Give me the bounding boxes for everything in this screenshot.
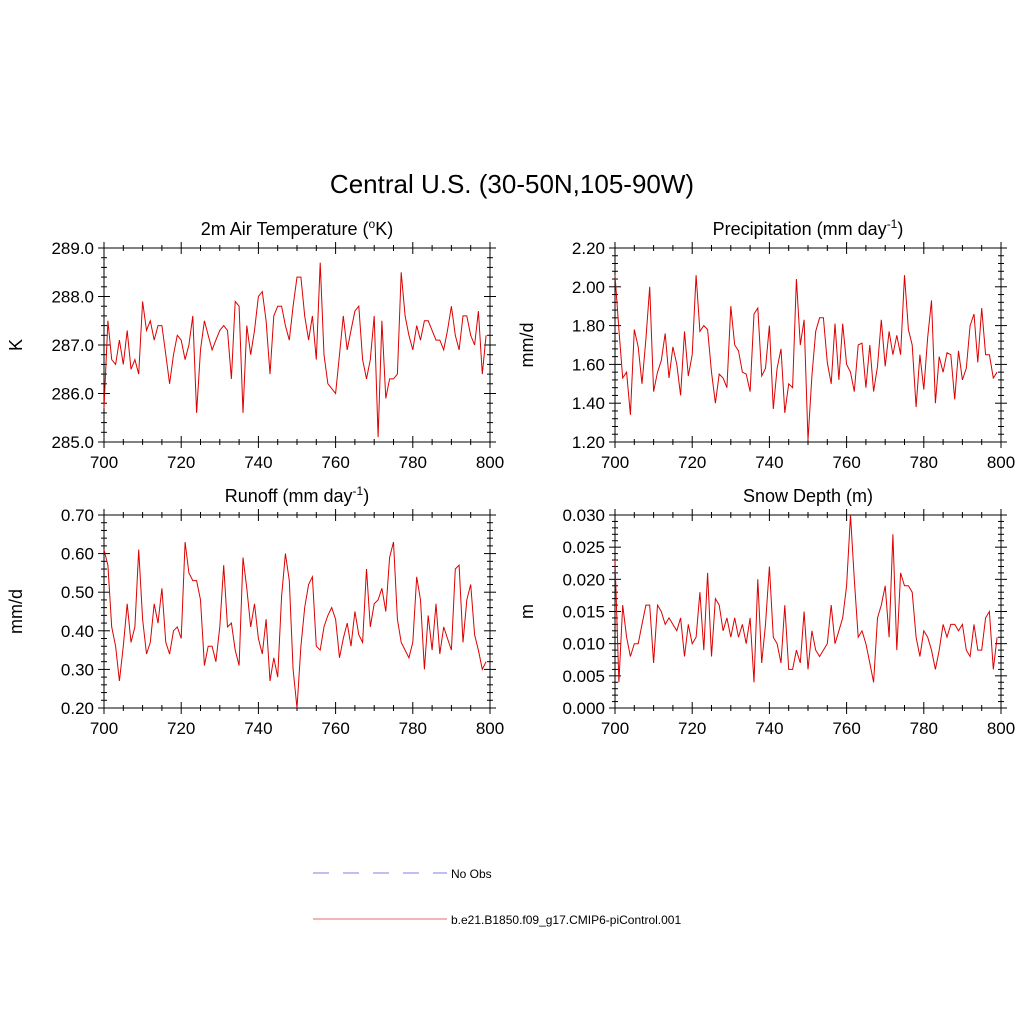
x-tick-label: 800 xyxy=(476,719,504,738)
x-tick-label: 740 xyxy=(755,453,783,472)
panel-title: Runoff (mm day-1) xyxy=(225,484,369,506)
y-tick-label: 285.0 xyxy=(51,433,94,452)
x-tick-label: 780 xyxy=(910,719,938,738)
panel-title-tail: K) xyxy=(375,219,393,239)
x-tick-label: 800 xyxy=(987,719,1015,738)
x-tick-label: 720 xyxy=(678,719,706,738)
panel-title-tail: ) xyxy=(897,219,903,239)
panel-4: Snow Depth (m) 0.000 0.005 0.010 0.015 0.020 0… xyxy=(517,486,1015,738)
y-tick-label: 0.010 xyxy=(562,635,605,654)
panel-title-superscript: o xyxy=(369,217,376,231)
y-tick-label: 0.015 xyxy=(562,603,605,622)
y-tick-label: 0.20 xyxy=(61,699,94,718)
y-tick-label: 288.0 xyxy=(51,288,94,307)
x-tick-label: 780 xyxy=(399,453,427,472)
y-axis-label: mm/d xyxy=(6,589,26,634)
y-axis-label: K xyxy=(6,339,26,351)
x-tick-label: 740 xyxy=(244,719,272,738)
panel-title-main: Snow Depth (m) xyxy=(743,486,873,506)
y-tick-label: 0.70 xyxy=(61,506,94,525)
plot-frame xyxy=(614,514,1002,709)
y-axis-label: mm/d xyxy=(517,323,537,368)
legend-label-2: b.e21.B1850.f09_g17.CMIP6-piControl.001 xyxy=(451,913,681,927)
panel-1: 2m Air Temperature (oK) 285.0 286.0 287.0 28… xyxy=(6,217,504,472)
y-tick-label: 289.0 xyxy=(51,239,94,258)
x-tick-label: 760 xyxy=(321,719,349,738)
panel-title-main: Runoff (mm day xyxy=(225,486,353,506)
series-line xyxy=(103,541,487,709)
x-tick-label: 800 xyxy=(987,453,1015,472)
series-line xyxy=(614,275,998,441)
figure-title: Central U.S. (30-50N,105-90W) xyxy=(330,169,694,199)
y-tick-label: 0.000 xyxy=(562,699,605,718)
y-tick-label: 1.60 xyxy=(572,355,605,374)
x-tick-label: 740 xyxy=(244,453,272,472)
panel-2: Precipitation (mm day-1) 1.20 1.40 1.60 1.80… xyxy=(517,217,1015,472)
legend-label-1: No Obs xyxy=(451,867,492,881)
x-tick-label: 760 xyxy=(832,719,860,738)
y-tick-label: 286.0 xyxy=(51,385,94,404)
panel-title-main: 2m Air Temperature ( xyxy=(201,219,369,239)
panel-title-tail: ) xyxy=(363,486,369,506)
panels: 2m Air Temperature (oK)285.0286.0287.028… xyxy=(6,217,1015,738)
y-tick-label: 1.80 xyxy=(572,317,605,336)
y-tick-label: 0.30 xyxy=(61,660,94,679)
y-tick-label: 0.50 xyxy=(61,583,94,602)
y-tick-label: 0.025 xyxy=(562,538,605,557)
y-tick-label: 0.005 xyxy=(562,667,605,686)
panel-title-superscript: -1 xyxy=(887,217,898,231)
series-line xyxy=(103,262,487,438)
x-tick-label: 760 xyxy=(321,453,349,472)
y-tick-label: 0.40 xyxy=(61,622,94,641)
plot-frame xyxy=(103,514,491,709)
panel-title: Snow Depth (m) xyxy=(743,486,873,506)
y-axis-label: m xyxy=(517,604,537,619)
x-tick-label: 800 xyxy=(476,453,504,472)
x-tick-label: 720 xyxy=(167,453,195,472)
x-tick-label: 780 xyxy=(910,453,938,472)
series-line xyxy=(614,514,998,683)
x-tick-label: 720 xyxy=(167,719,195,738)
y-tick-label: 0.60 xyxy=(61,545,94,564)
y-tick-label: 1.20 xyxy=(572,433,605,452)
panel-title: Precipitation (mm day-1) xyxy=(713,217,904,239)
x-tick-label: 700 xyxy=(90,453,118,472)
y-tick-label: 2.00 xyxy=(572,278,605,297)
plot-frame xyxy=(614,247,1002,443)
y-tick-label: 1.40 xyxy=(572,394,605,413)
panel-title: 2m Air Temperature (oK) xyxy=(201,217,393,239)
x-tick-label: 740 xyxy=(755,719,783,738)
y-tick-label: 0.030 xyxy=(562,506,605,525)
panel-title-superscript: -1 xyxy=(353,484,364,498)
panel-3: Runoff (mm day-1) 0.20 0.30 0.40 0.50 0.60 0.7… xyxy=(6,484,504,738)
panel-title-main: Precipitation (mm day xyxy=(713,219,887,239)
y-tick-label: 2.20 xyxy=(572,239,605,258)
x-tick-label: 700 xyxy=(601,453,629,472)
y-tick-label: 0.020 xyxy=(562,570,605,589)
x-tick-label: 700 xyxy=(90,719,118,738)
x-tick-label: 780 xyxy=(399,719,427,738)
x-tick-label: 720 xyxy=(678,453,706,472)
x-tick-label: 760 xyxy=(832,453,860,472)
legend: No Obs b.e21.B1850.f09_g17.CMIP6-piContro… xyxy=(313,867,681,927)
x-tick-label: 700 xyxy=(601,719,629,738)
y-tick-label: 287.0 xyxy=(51,336,94,355)
